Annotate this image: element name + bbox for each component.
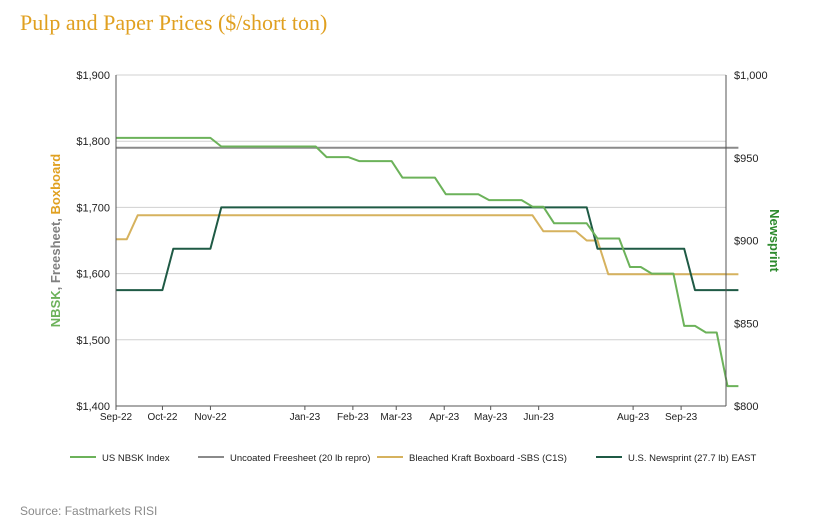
x-tick-label: Sep-23 [665,412,698,423]
legend: US NBSK Index Uncoated Freesheet (20 lb r… [70,453,756,464]
left-tick-label: $1,900 [76,70,110,82]
x-tick-label: Feb-23 [337,412,369,423]
x-tick-label: Sep-22 [100,412,133,423]
grid-lines [116,74,726,407]
legend-label: US NBSK Index [102,453,170,464]
left-tick-label: $1,400 [76,401,110,413]
left-axis-label-part: Freesheet [48,221,63,283]
x-tick-label: Aug-23 [617,412,650,423]
right-tick-label: $900 [734,236,758,248]
series-line-3 [116,206,739,292]
right-tick-label: $1,000 [734,70,768,82]
axes [115,75,727,407]
right-tick-label: $800 [734,401,758,413]
left-axis-label: NBSK, Freesheet, Boxboard [48,154,63,327]
right-tick-label: $850 [734,318,758,330]
series-line-0 [116,136,739,388]
right-axis-tick-labels: $800 $850 $900 $950 $1,000 [734,70,768,413]
chart-title: Pulp and Paper Prices ($/short ton) [20,10,328,35]
legend-label: U.S. Newsprint (27.7 lb) EAST [628,453,756,464]
series-lines [116,136,739,388]
x-tick-label: Mar-23 [380,412,412,423]
source-note: Source: Fastmarkets RISI [20,504,158,518]
left-axis-label-part: , [48,214,63,221]
legend-label: Uncoated Freesheet (20 lb repro) [230,453,370,464]
x-axis-tick-labels: Sep-22 Oct-22 Nov-22 Jan-23 Feb-23 Mar-23 Apr-… [100,406,698,423]
series-line-2 [116,214,739,276]
left-tick-label: $1,600 [76,269,110,281]
x-tick-label: Nov-22 [194,412,227,423]
left-axis-label-part: NBSK [48,290,63,327]
left-axis-tick-labels: $1,400 $1,500 $1,600 $1,700 $1,800 $1,900 [76,70,110,413]
left-tick-label: $1,800 [76,136,110,148]
x-tick-label: Oct-22 [147,412,177,423]
left-axis-label-part: , [48,283,63,290]
left-tick-label: $1,700 [76,202,110,214]
x-tick-label: May-23 [474,412,508,423]
legend-label: Bleached Kraft Boxboard -SBS (C1S) [409,453,567,464]
x-tick-label: Jan-23 [290,412,321,423]
x-tick-label: Apr-23 [429,412,459,423]
right-axis-label: Newsprint [767,209,782,273]
left-tick-label: $1,500 [76,335,110,347]
x-tick-label: Jun-23 [523,412,554,423]
left-axis-label-part: Boxboard [48,154,63,215]
right-tick-label: $950 [734,153,758,165]
line-chart: $1,400 $1,500 $1,600 $1,700 $1,800 $1,900 $80… [48,70,782,464]
